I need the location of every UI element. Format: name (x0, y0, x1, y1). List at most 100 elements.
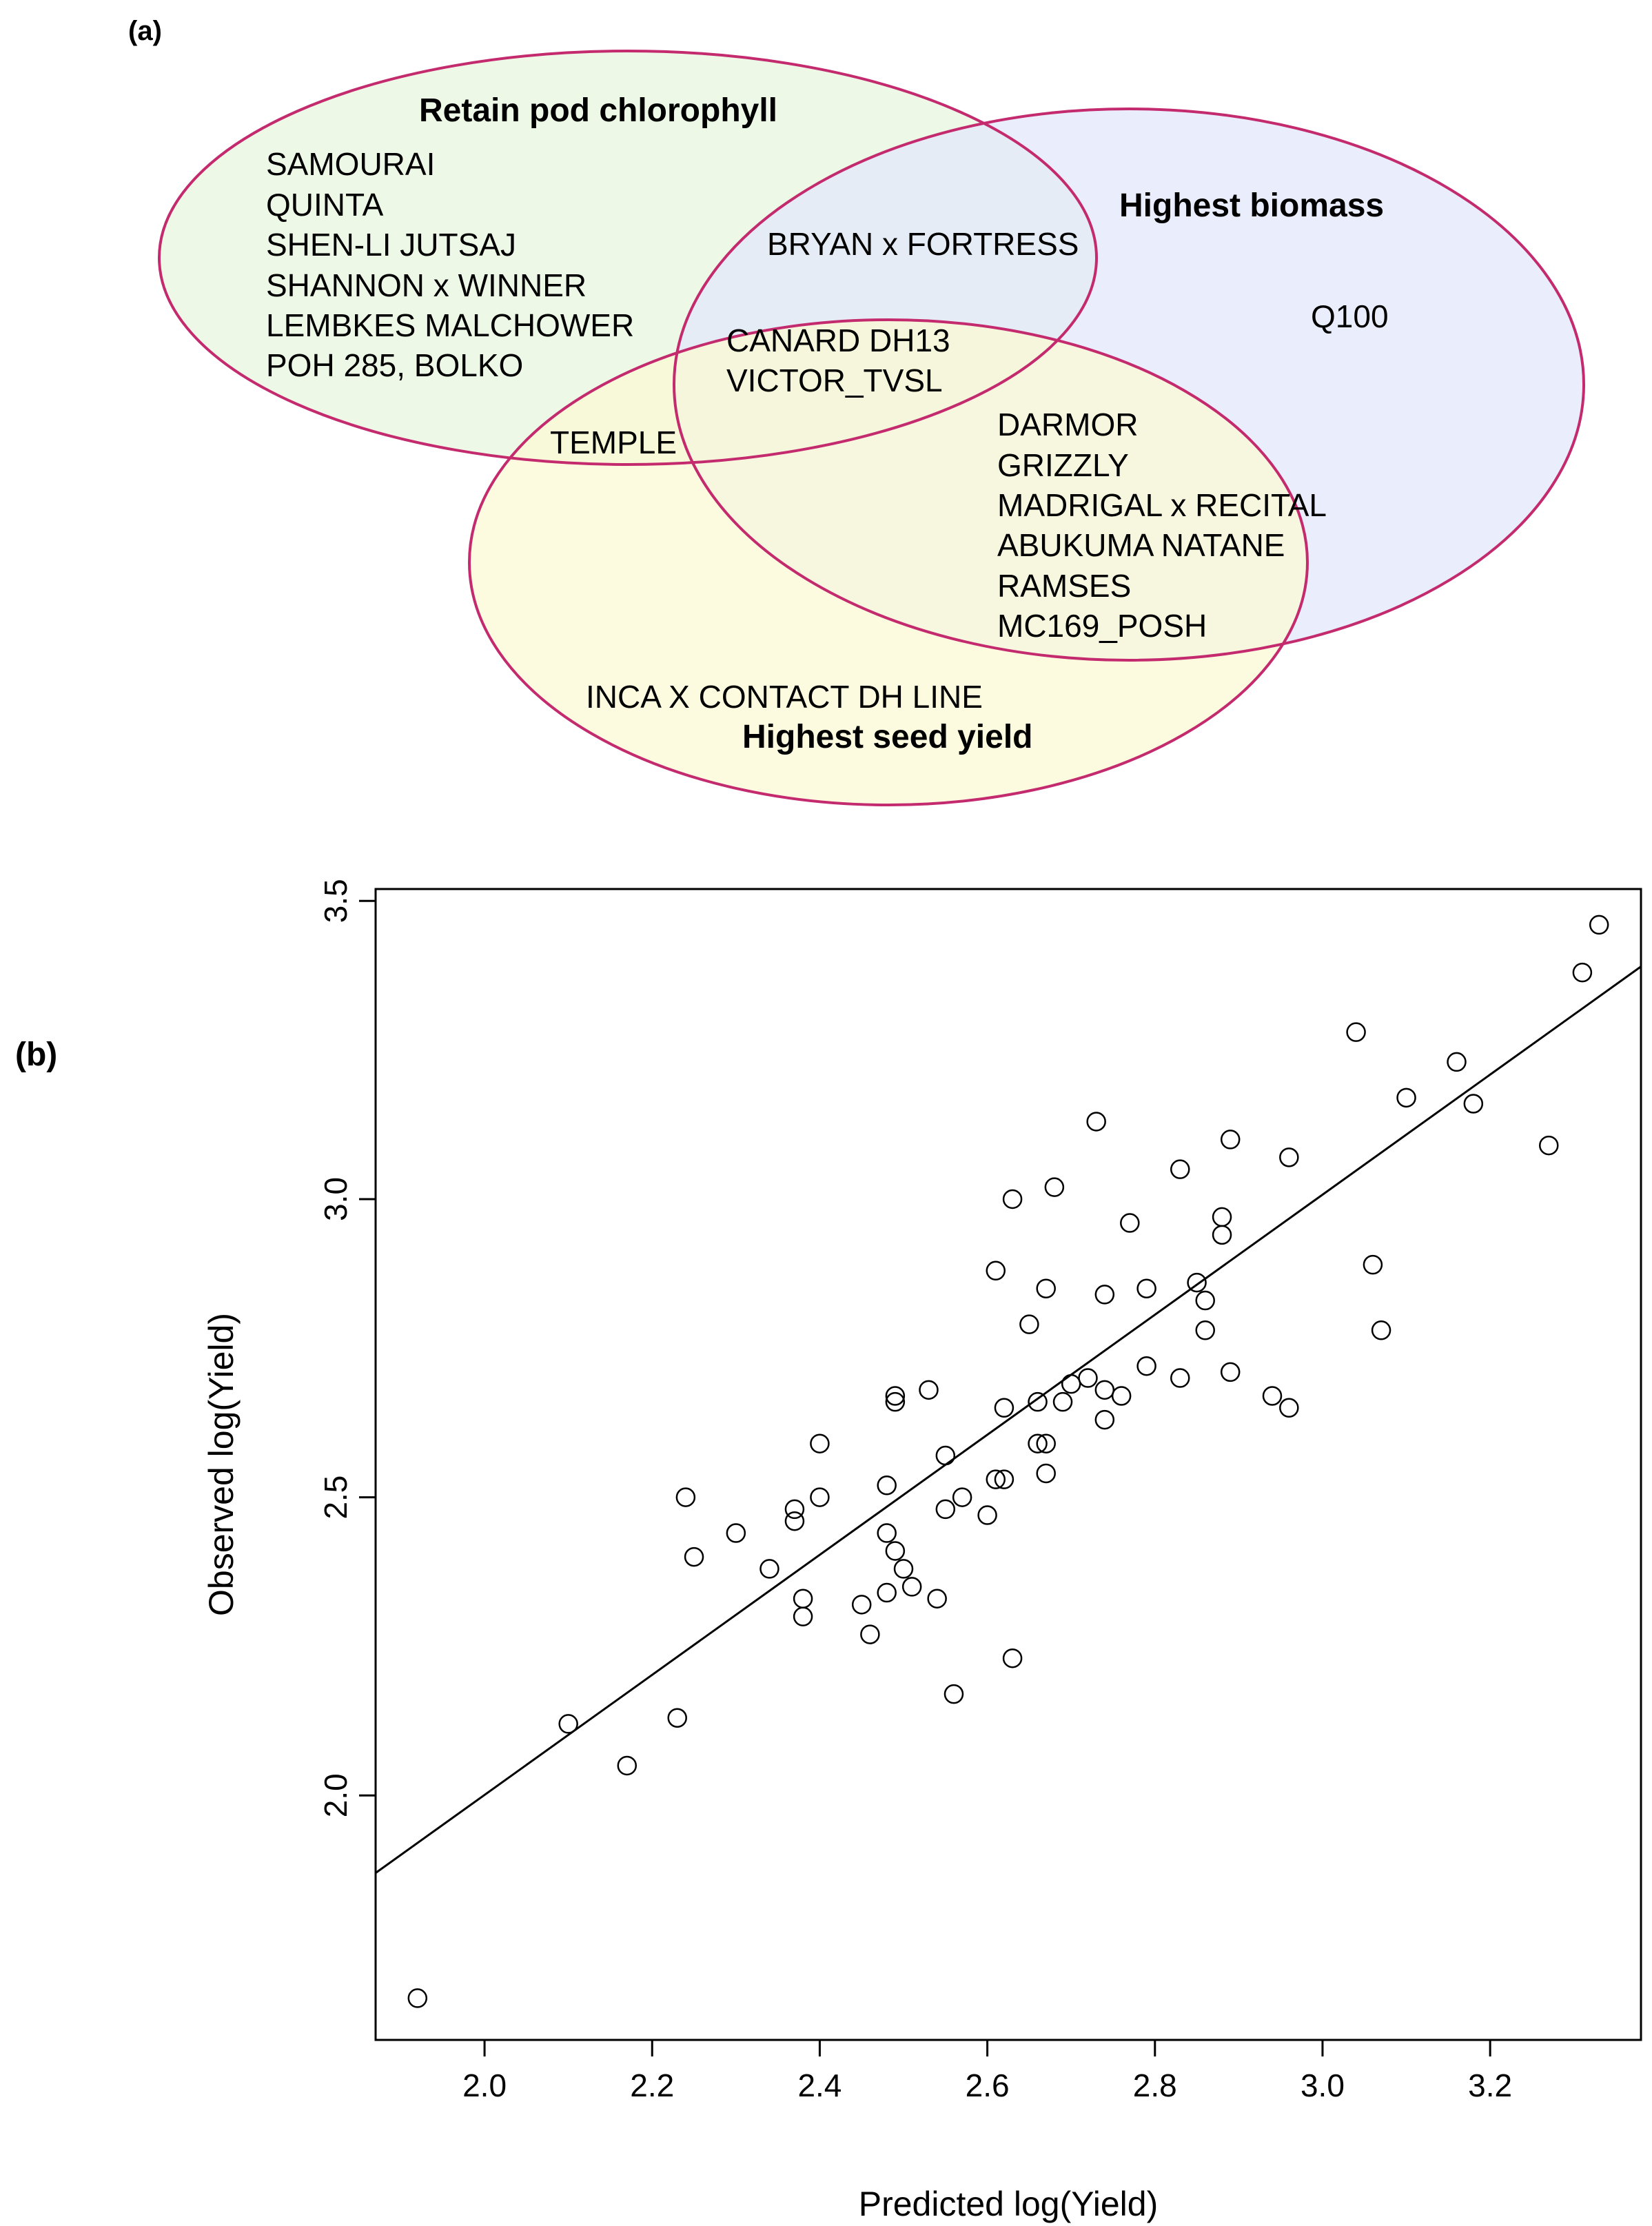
x-tick-label-1: 2.2 (630, 2067, 674, 2103)
y-tick-label-3: 3.5 (318, 879, 354, 923)
data-point-33 (986, 1469, 1006, 1489)
scatter-plot: (b) 2.0 2.2 2.4 2.6 2.8 3.0 3.2 2.0 2.5 3.0 3.5 P… (15, 879, 1642, 2223)
data-point-74 (1539, 1135, 1559, 1156)
set-title-biomass: Highest biomass (1119, 187, 1384, 224)
data-point-23 (893, 1559, 914, 1579)
label-grizzly: GRIZZLY (997, 447, 1129, 483)
label-samourai: SAMOURAI (266, 146, 435, 182)
ellipse-highest-seed-yield (469, 320, 1307, 805)
y-axis: 2.0 2.5 3.0 3.5 (318, 879, 377, 1817)
data-point-39 (1028, 1391, 1048, 1412)
data-point-14 (810, 1487, 830, 1507)
label-inca-x-contact-dh-line: INCA X CONTACT DH LINE (586, 679, 983, 715)
data-point-57 (1170, 1368, 1190, 1388)
data-point-56 (1170, 1159, 1190, 1179)
data-point-36 (1002, 1189, 1023, 1209)
data-point-47 (1078, 1368, 1098, 1388)
y-tick-label-1: 2.5 (318, 1476, 354, 1520)
data-point-71 (1396, 1088, 1416, 1108)
data-point-31 (977, 1505, 997, 1525)
data-point-10 (784, 1511, 805, 1531)
data-point-25 (919, 1380, 939, 1400)
data-point-5 (675, 1487, 696, 1507)
data-point-26 (927, 1589, 947, 1609)
label-bryan-x-fortress: BRYAN x FORTRESS (767, 226, 1079, 262)
data-point-24 (901, 1577, 922, 1597)
data-point-29 (944, 1684, 964, 1704)
data-point-66 (1279, 1147, 1299, 1167)
venn-diagram: (a) Retain pod chlorophyll Highest bioma… (128, 16, 1585, 806)
label-victor-tvsl: VICTOR_TVSL (726, 363, 943, 398)
data-point-49 (1094, 1285, 1115, 1305)
data-point-61 (1212, 1207, 1232, 1227)
data-point-43 (1036, 1433, 1056, 1453)
data-point-52 (1111, 1386, 1132, 1406)
label-mc169-posh: MC169_POSH (997, 608, 1207, 644)
data-point-15 (851, 1595, 872, 1615)
data-point-73 (1463, 1094, 1484, 1114)
data-point-48 (1086, 1112, 1106, 1132)
x-axis-label: Predicted log(Yield) (859, 2185, 1158, 2223)
x-tick-label-4: 2.8 (1133, 2067, 1177, 2103)
data-point-19 (877, 1523, 897, 1543)
x-axis: 2.0 2.2 2.4 2.6 2.8 3.0 3.2 (462, 2039, 1512, 2103)
label-abukuma-natane: ABUKUMA NATANE (997, 527, 1285, 563)
outline-retain-pod-chlorophyll (158, 50, 1098, 466)
data-point-3 (617, 1755, 638, 1776)
label-shen-li-jutsaj: SHEN-LI JUTSAJ (266, 227, 516, 263)
data-point-13 (810, 1433, 830, 1453)
data-point-27 (935, 1445, 956, 1466)
data-point-70 (1371, 1320, 1391, 1340)
set-title-chlorophyll: Retain pod chlorophyll (419, 92, 777, 129)
regression-line (375, 966, 1642, 1874)
data-point-69 (1363, 1254, 1383, 1275)
data-point-42 (1036, 1463, 1056, 1484)
label-shannon-x-winner: SHANNON x WINNER (266, 267, 587, 303)
data-point-64 (1220, 1362, 1241, 1382)
data-point-62 (1212, 1225, 1232, 1245)
data-point-18 (877, 1476, 897, 1495)
data-point-6 (684, 1546, 704, 1567)
data-point-40 (1028, 1433, 1048, 1453)
data-point-65 (1262, 1386, 1283, 1406)
data-point-35 (994, 1469, 1014, 1489)
data-point-68 (1346, 1022, 1366, 1042)
data-point-21 (885, 1386, 906, 1406)
data-point-17 (877, 1582, 897, 1603)
x-tick-label-5: 3.0 (1301, 2067, 1345, 2103)
data-point-4 (667, 1708, 687, 1728)
data-point-20 (885, 1541, 906, 1561)
data-point-2 (558, 1714, 578, 1734)
data-point-63 (1220, 1130, 1241, 1150)
data-point-55 (1136, 1356, 1156, 1376)
data-point-22 (885, 1391, 906, 1412)
data-points (407, 915, 1609, 2008)
data-point-76 (1589, 915, 1609, 935)
data-point-1 (407, 1988, 428, 2008)
outline-highest-biomass (673, 108, 1585, 662)
data-point-54 (1136, 1278, 1156, 1298)
label-ramses: RAMSES (997, 568, 1131, 604)
data-point-7 (726, 1523, 746, 1543)
panel-a-label: (a) (128, 16, 162, 46)
data-point-37 (1002, 1648, 1023, 1668)
data-point-67 (1279, 1398, 1299, 1418)
panel-b-label: (b) (15, 1037, 57, 1073)
y-tick-label-0: 2.0 (318, 1773, 354, 1817)
data-point-34 (994, 1398, 1014, 1418)
label-temple: TEMPLE (550, 425, 677, 460)
data-point-50 (1094, 1380, 1115, 1400)
data-point-59 (1195, 1290, 1215, 1311)
data-point-28 (935, 1499, 956, 1520)
data-point-75 (1572, 962, 1593, 983)
label-lembkes-malchower: LEMBKES MALCHOWER (266, 307, 634, 343)
data-point-72 (1447, 1052, 1467, 1072)
plot-frame (374, 888, 1642, 2041)
data-point-12 (793, 1606, 813, 1626)
data-point-44 (1044, 1177, 1065, 1197)
data-point-32 (986, 1260, 1006, 1281)
label-poh-285-bolko: POH 285, BOLKO (266, 347, 523, 383)
label-quinta: QUINTA (266, 187, 384, 223)
x-tick-label-3: 2.6 (966, 2067, 1010, 2103)
